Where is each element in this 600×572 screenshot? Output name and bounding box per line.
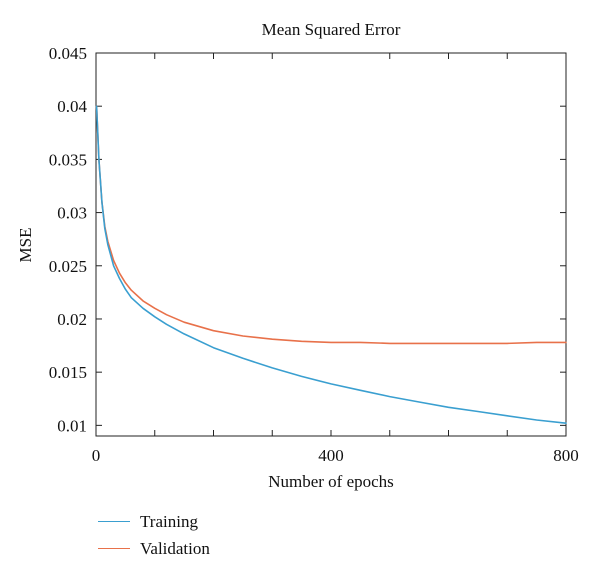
legend-swatch-validation xyxy=(98,548,130,549)
x-axis-ticks: 0 400 800 xyxy=(92,53,579,465)
x-axis-label: Number of epochs xyxy=(268,472,394,491)
y-tick-label: 0.045 xyxy=(49,44,87,63)
x-tick-label: 0 xyxy=(92,446,101,465)
y-tick-label: 0.04 xyxy=(57,97,87,116)
y-axis-ticks: 0.01 0.015 0.02 0.025 0.03 0.035 0.04 0.045 xyxy=(49,44,566,435)
y-tick-label: 0.03 xyxy=(57,204,87,223)
y-tick-label: 0.01 xyxy=(57,416,87,435)
chart-title: Mean Squared Error xyxy=(262,20,401,39)
series-layer xyxy=(95,105,567,425)
legend-item-validation: Validation xyxy=(98,535,210,562)
y-axis-label: MSE xyxy=(16,228,35,263)
y-tick-label: 0.025 xyxy=(49,257,87,276)
y-tick-label: 0.02 xyxy=(57,310,87,329)
y-tick-label: 0.015 xyxy=(49,363,87,382)
y-tick-label: 0.035 xyxy=(49,150,87,169)
mse-chart: Mean Squared Error 0.010.0150.020.0250.0… xyxy=(16,20,579,491)
x-tick-label: 400 xyxy=(318,446,344,465)
legend-swatch-training xyxy=(98,521,130,522)
series-line-training xyxy=(95,105,567,425)
legend-label-training: Training xyxy=(140,511,198,531)
series-line-validation xyxy=(95,105,567,345)
legend-label-validation: Validation xyxy=(140,538,210,558)
plot-frame xyxy=(95,52,567,437)
legend-item-training: Training xyxy=(98,508,210,535)
x-tick-label: 800 xyxy=(553,446,579,465)
legend: Training Validation xyxy=(98,508,210,562)
